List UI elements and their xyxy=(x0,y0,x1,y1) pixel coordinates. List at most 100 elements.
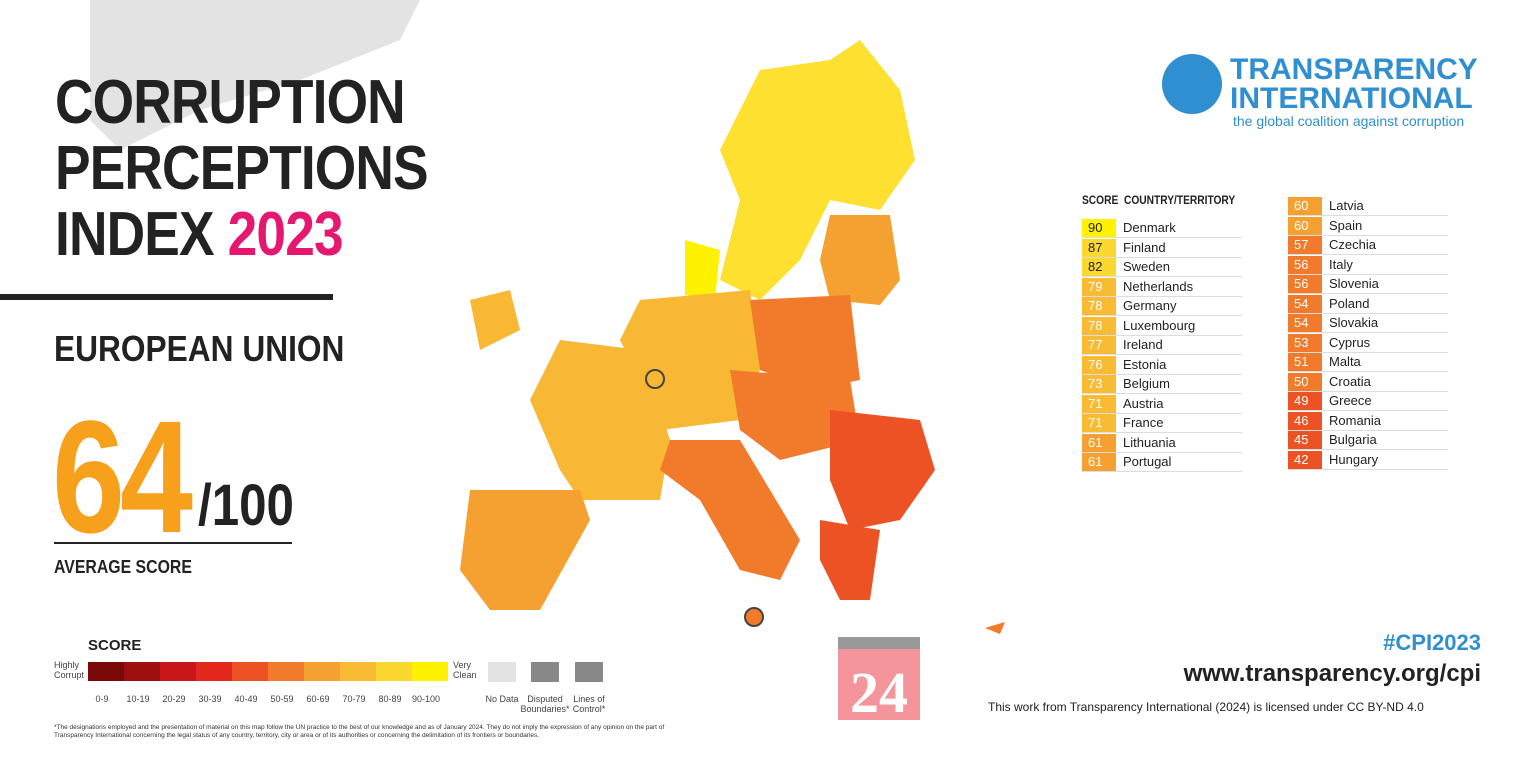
france xyxy=(530,340,670,500)
country-cell: Bulgaria xyxy=(1329,432,1377,447)
license: This work from Transparency Internationa… xyxy=(988,700,1424,714)
table-row: 51 Malta xyxy=(1288,353,1448,372)
footnote: *The designations employed and the prese… xyxy=(54,724,665,739)
country-cell: Lithuania xyxy=(1123,434,1176,450)
logo-tagline: the global coalition against corruption xyxy=(1233,113,1465,129)
country-cell: Denmark xyxy=(1123,220,1176,235)
legend-range: 80-89 xyxy=(378,694,402,704)
legend-swatch xyxy=(268,662,304,681)
average-max: /100 xyxy=(198,473,294,538)
score-cell: 71 xyxy=(1082,394,1116,413)
country-cell: Slovakia xyxy=(1329,315,1379,330)
country-cell: Germany xyxy=(1123,298,1177,313)
score-cell: 61 xyxy=(1082,433,1116,452)
legend-swatch xyxy=(376,662,412,681)
title-line: CORRUPTION xyxy=(55,68,406,137)
legend-range: 60-69 xyxy=(306,694,330,704)
central-east xyxy=(730,370,860,460)
title-line: PERCEPTIONS xyxy=(55,134,429,203)
score-cell: 87 xyxy=(1082,238,1116,257)
disputed-swatch xyxy=(531,662,559,682)
romania-bulgaria xyxy=(830,410,935,530)
lines-swatch xyxy=(575,662,603,682)
table-row: 60 Latvia xyxy=(1288,197,1448,216)
score-cell: 79 xyxy=(1082,277,1116,296)
country-cell: Poland xyxy=(1329,295,1370,311)
country-cell: Slovenia xyxy=(1329,276,1379,291)
table-row: 79 Netherlands xyxy=(1082,277,1242,297)
cyprus xyxy=(985,622,1005,634)
score-cell: 60 xyxy=(1288,216,1322,235)
score-cell: 78 xyxy=(1082,297,1116,315)
score-cell: 82 xyxy=(1082,258,1116,276)
table-row: 71 Austria xyxy=(1082,394,1242,414)
malta-marker xyxy=(744,607,764,627)
score-cell: 56 xyxy=(1288,255,1322,274)
disputed-label: Disputed Boundaries* xyxy=(520,694,570,714)
url: www.transparency.org/cpi xyxy=(1183,660,1481,687)
header-cell: COUNTRY/TERRITORY xyxy=(1123,193,1236,207)
poland xyxy=(750,295,860,390)
legend-range: 10-19 xyxy=(126,694,150,704)
table-row: 54 Slovakia xyxy=(1288,314,1448,333)
legend-swatch xyxy=(412,662,448,681)
logo-icon xyxy=(1162,54,1222,114)
table-row: 53 Cyprus xyxy=(1288,333,1448,353)
table-row: 50 Croatia xyxy=(1288,372,1448,392)
legend-range: 90-100 xyxy=(411,694,441,704)
legend-swatch xyxy=(304,662,340,681)
baltics xyxy=(820,215,900,305)
table-row: 90 Denmark xyxy=(1082,219,1242,238)
score-cell: 45 xyxy=(1288,431,1322,449)
legend-range: 70-79 xyxy=(342,694,366,704)
table-row: 60 Spain xyxy=(1288,216,1448,236)
greenland xyxy=(90,0,420,150)
ireland xyxy=(470,290,520,350)
year: 2023 xyxy=(227,200,344,269)
legend-swatch xyxy=(340,662,376,681)
legend-high: Very Clean xyxy=(453,660,477,680)
table-row: 57 Czechia xyxy=(1288,236,1448,255)
greece xyxy=(820,520,880,600)
title-line: INDEX 2023 xyxy=(55,200,344,269)
nordic xyxy=(720,40,915,300)
no-data-swatch xyxy=(488,662,516,682)
country-cell: Romania xyxy=(1329,412,1382,428)
hashtag: #CPI2023 xyxy=(1383,630,1481,655)
legend-low: Highly Corrupt xyxy=(54,660,85,680)
table-row: 77 Ireland xyxy=(1082,336,1242,355)
table-row: 56 Italy xyxy=(1288,255,1448,275)
table-row: 42 Hungary xyxy=(1288,450,1448,470)
region: EUROPEAN UNION xyxy=(54,328,345,369)
score-cell: 60 xyxy=(1288,197,1322,215)
country-cell: Italy xyxy=(1329,256,1353,272)
title-word: INDEX xyxy=(55,200,215,269)
table-row: 45 Bulgaria xyxy=(1288,431,1448,450)
badge-text: 24 xyxy=(850,660,908,725)
country-cell: Czechia xyxy=(1329,237,1376,252)
table-row: 46 Romania xyxy=(1288,411,1448,431)
table-row: 73 Belgium xyxy=(1082,375,1242,394)
divider xyxy=(0,294,333,300)
table-row: 78 Luxembourg xyxy=(1082,316,1242,336)
country-cell: Austria xyxy=(1123,395,1164,411)
country-cell: Spain xyxy=(1329,217,1363,233)
country-cell: France xyxy=(1123,415,1164,430)
table-header: SCORE COUNTRY/TERRITORY xyxy=(1082,193,1235,207)
country-cell: Estonia xyxy=(1123,356,1167,372)
badge xyxy=(838,649,920,720)
score-cell: 76 xyxy=(1082,355,1116,374)
legend-swatch xyxy=(196,662,232,681)
denmark xyxy=(685,240,720,300)
score-cell: 46 xyxy=(1288,411,1322,430)
table-row: 61 Portugal xyxy=(1082,453,1242,472)
legend-range: 0-9 xyxy=(95,694,109,704)
legend-swatch xyxy=(232,662,268,681)
table-row: 76 Estonia xyxy=(1082,355,1242,375)
luxembourg-marker xyxy=(645,369,665,389)
score-cell: 49 xyxy=(1288,392,1322,410)
table-row: 78 Germany xyxy=(1082,297,1242,316)
country-cell: Malta xyxy=(1329,354,1361,369)
legend-range: 50-59 xyxy=(270,694,294,704)
